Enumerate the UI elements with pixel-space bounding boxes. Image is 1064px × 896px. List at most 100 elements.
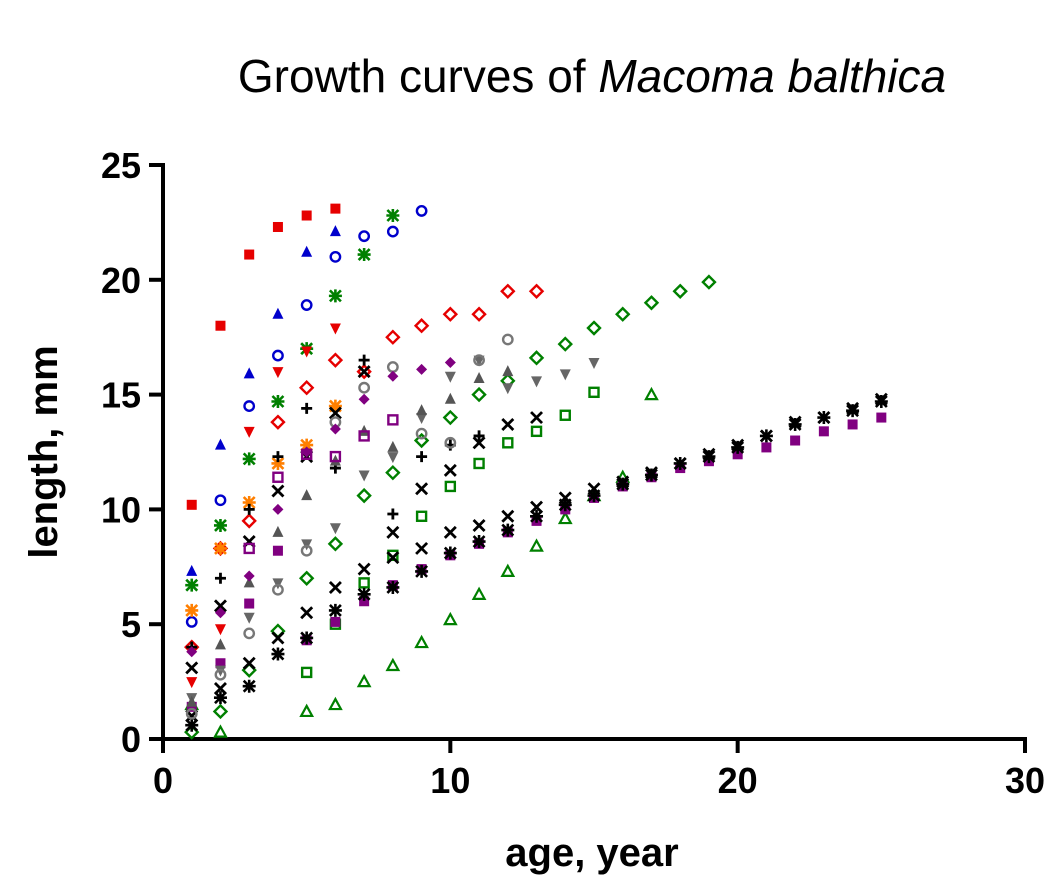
data-point — [444, 436, 457, 449]
data-point — [271, 456, 285, 470]
y-tick-label: 10 — [101, 489, 141, 530]
data-point — [272, 221, 283, 232]
data-point — [243, 612, 255, 624]
data-point — [530, 500, 544, 514]
data-point — [587, 489, 601, 503]
data-point — [415, 427, 428, 440]
chart-title-species: Macoma balthica — [598, 50, 946, 102]
data-point — [301, 210, 312, 221]
data-point — [473, 430, 485, 442]
data-point — [530, 425, 543, 438]
data-points — [184, 203, 888, 740]
data-point — [415, 564, 429, 578]
data-point — [272, 583, 284, 596]
data-point — [416, 363, 428, 375]
data-point — [328, 696, 343, 711]
data-point — [329, 323, 341, 335]
y-tick-labels: 0 5 10 15 20 25 — [101, 145, 141, 760]
data-point — [358, 354, 370, 366]
data-point — [874, 394, 888, 408]
data-point — [788, 415, 802, 429]
data-point — [387, 508, 399, 520]
data-point — [329, 523, 341, 535]
data-point — [558, 491, 572, 505]
data-point — [243, 542, 255, 555]
data-point — [300, 666, 313, 679]
data-point — [502, 437, 514, 449]
data-point — [358, 577, 370, 589]
data-point — [214, 668, 227, 681]
data-point — [328, 603, 342, 617]
data-point — [473, 457, 485, 470]
data-point — [501, 523, 515, 537]
data-point — [385, 657, 401, 672]
data-point — [213, 599, 227, 613]
data-point — [473, 355, 485, 367]
data-point — [244, 598, 255, 609]
data-point — [244, 249, 255, 260]
data-point — [272, 503, 284, 515]
data-point — [330, 616, 341, 627]
data-point — [471, 586, 487, 600]
data-point — [358, 470, 370, 482]
data-point — [185, 707, 198, 720]
data-point — [186, 677, 198, 689]
axes — [149, 163, 1027, 753]
data-point — [531, 376, 543, 388]
data-point — [673, 456, 687, 470]
data-point — [358, 430, 370, 442]
data-point — [500, 563, 516, 577]
data-point — [416, 451, 428, 463]
data-point — [186, 646, 198, 658]
data-point — [415, 205, 428, 217]
data-point — [301, 245, 313, 257]
data-point — [243, 367, 255, 379]
data-point — [358, 393, 370, 405]
data-point — [416, 413, 428, 425]
data-point — [298, 380, 315, 396]
data-point — [444, 371, 456, 383]
data-point — [358, 381, 371, 394]
data-point — [241, 513, 257, 529]
data-point — [731, 440, 745, 454]
x-tick-label: 10 — [430, 760, 470, 801]
data-point — [298, 570, 315, 586]
data-point — [588, 357, 600, 369]
data-point — [442, 306, 459, 322]
data-point — [386, 209, 400, 223]
data-point — [327, 352, 344, 368]
data-point — [214, 638, 226, 650]
data-point — [300, 631, 314, 645]
data-point — [243, 400, 256, 412]
x-tick-label: 30 — [1005, 760, 1045, 801]
data-point — [702, 447, 716, 461]
data-point — [214, 624, 226, 636]
data-point — [472, 436, 486, 450]
data-point — [185, 616, 198, 628]
data-point — [846, 401, 860, 415]
data-point — [472, 535, 486, 549]
data-point — [271, 647, 285, 661]
data-point — [356, 363, 372, 380]
data-point — [414, 634, 429, 649]
data-point — [413, 432, 430, 449]
data-point — [272, 471, 284, 483]
data-point — [243, 627, 256, 640]
data-point — [559, 409, 571, 421]
data-point — [558, 498, 572, 512]
data-point — [330, 203, 341, 214]
data-point — [356, 487, 372, 504]
data-point — [443, 525, 457, 539]
data-point — [702, 450, 716, 464]
data-point — [528, 350, 545, 366]
data-point — [328, 406, 342, 420]
data-point — [874, 392, 888, 406]
data-point — [387, 452, 399, 464]
data-point — [876, 412, 887, 423]
data-point — [528, 283, 545, 299]
data-point — [701, 274, 717, 290]
data-point — [329, 423, 341, 435]
data-point — [272, 367, 284, 379]
data-point — [242, 656, 256, 670]
